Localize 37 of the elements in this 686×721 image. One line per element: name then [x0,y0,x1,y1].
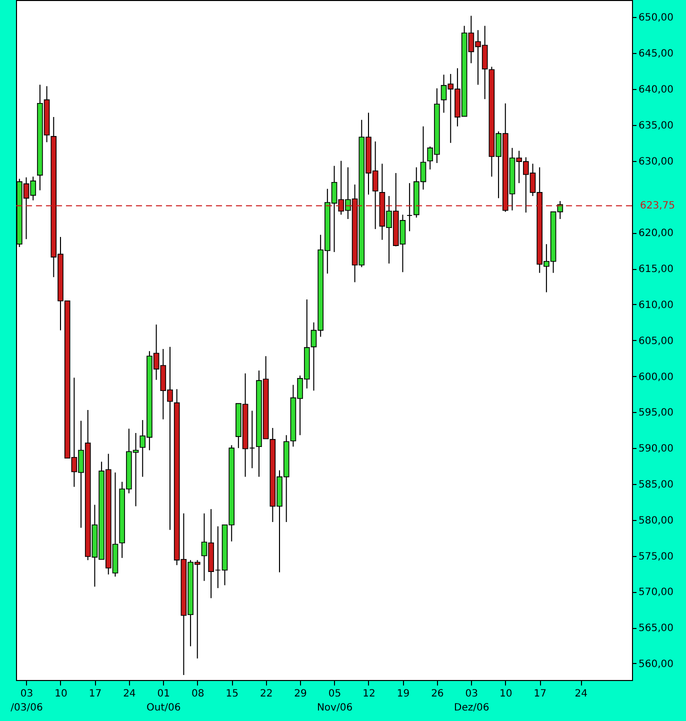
x-tick-label: 10 [54,688,68,700]
y-tick-label: 575,00 [638,551,674,562]
x-tick-label: 29 [294,688,307,700]
x-tick-label: 15 [226,688,238,700]
x-tick-label: 24 [574,688,588,700]
x-tick-label: 05 Nov/06 [316,688,353,714]
y-tick-label: 635,00 [638,120,674,132]
x-tick-label: 19 [396,688,410,700]
x-tick-label: 17 [88,688,102,700]
y-tick-label: 645,00 [638,48,674,60]
y-tick-label: 615,00 [638,264,674,276]
y-tick-label: 630,00 [638,156,674,168]
x-tick-label: 08 [192,688,204,700]
ref-line-label: 623,75 [640,200,675,212]
y-tick-label: 590,00 [638,444,674,455]
y-tick-label: 580,00 [638,515,674,526]
y-tick-label: 640,00 [638,84,674,96]
y-tick-label: 600,00 [638,372,674,383]
y-tick-label: 560,00 [638,658,674,670]
x-tick-label: 26 [431,688,444,700]
x-tick-label: 24 [123,688,136,700]
y-tick-label: 610,00 [638,300,674,311]
y-tick-label: 585,00 [638,479,674,490]
candlestick [406,182,412,232]
x-tick-label: 03 /03/06 [10,688,43,714]
y-tick-label: 595,00 [638,408,674,419]
x-tick-label: 22 [260,688,273,700]
x-tick-label: 01 Out/06 [146,688,181,714]
y-tick-label: 565,00 [638,623,674,634]
x-tick-label: 10 [500,688,512,700]
y-tick-label: 650,00 [638,12,674,24]
y-tick-label: 620,00 [638,228,674,240]
y-tick-label: 605,00 [638,336,674,347]
x-tick-label: 17 [534,688,546,700]
x-tick-label: 12 [362,688,376,700]
y-tick-label: 570,00 [638,587,674,598]
x-tick-label: 03 Dez/06 [454,688,490,714]
